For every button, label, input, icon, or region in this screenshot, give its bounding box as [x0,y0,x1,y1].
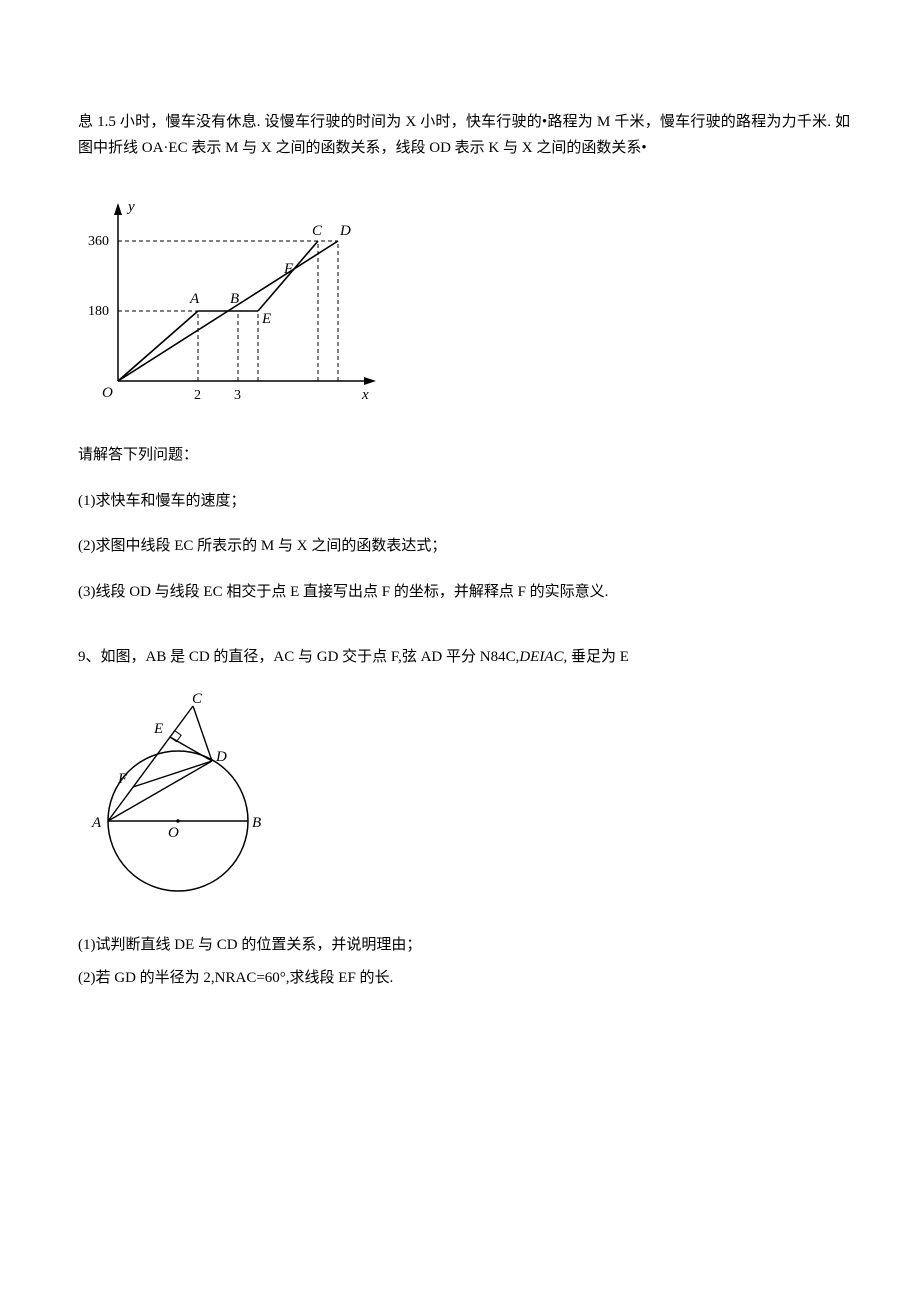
paragraph-q: 请解答下列问题： [78,443,850,469]
lbl-A: A [91,815,102,831]
lbl-E: E [153,721,163,737]
p9-text-italic: DEIAC, [519,649,567,665]
p9-text-b: 垂足为 E [567,649,629,665]
chart-2-svg: A B C D E F O [78,691,298,911]
lbl-F: F [117,771,128,787]
pt-F: F [283,261,294,277]
chart-1-svg: y x O 180 360 2 3 [78,181,378,421]
pt-E: E [261,311,271,327]
document-page: 息 1.5 小时，慢车没有休息. 设慢车行驶的时间为 X 小时，快车行驶的•路程… [0,0,920,1072]
lbl-O: O [168,825,179,841]
x-axis-label: x [361,387,369,403]
ytick-360: 360 [88,234,109,249]
chart-1-figure: y x O 180 360 2 3 [78,181,850,421]
xtick-2: 2 [194,388,201,403]
chart-2-figure: A B C D E F O [78,691,850,911]
pt-B: B [230,291,239,307]
paragraph-intro: 息 1.5 小时，慢车没有休息. 设慢车行驶的时间为 X 小时，快车行驶的•路程… [78,110,850,161]
xtick-3: 3 [234,388,241,403]
paragraph-problem9: 9、如图，AB 是 CD 的直径，AC 与 GD 交于点 F,弦 AD 平分 N… [78,645,850,671]
paragraph-q1: (1)求快车和慢车的速度； [78,489,850,515]
origin-label: O [102,385,113,401]
y-axis-label: y [126,199,135,215]
pt-D: D [339,223,351,239]
pt-C: C [312,223,323,239]
lbl-C: C [192,691,203,707]
lbl-B: B [252,815,261,831]
paragraph-9-1: (1)试判断直线 DE 与 CD 的位置关系，并说明理由； [78,933,850,959]
p9-text-a: 9、如图，AB 是 CD 的直径，AC 与 GD 交于点 F,弦 AD 平分 N… [78,649,519,665]
paragraph-9-2: (2)若 GD 的半径为 2,NRAC=60°,求线段 EF 的长. [78,966,850,992]
pt-A: A [189,291,200,307]
ytick-180: 180 [88,304,109,319]
paragraph-q3: (3)线段 OD 与线段 EC 相交于点 E 直接写出点 F 的坐标，并解释点 … [78,580,850,606]
lbl-D: D [215,749,227,765]
paragraph-q2: (2)求图中线段 EC 所表示的 M 与 X 之间的函数表达式； [78,534,850,560]
